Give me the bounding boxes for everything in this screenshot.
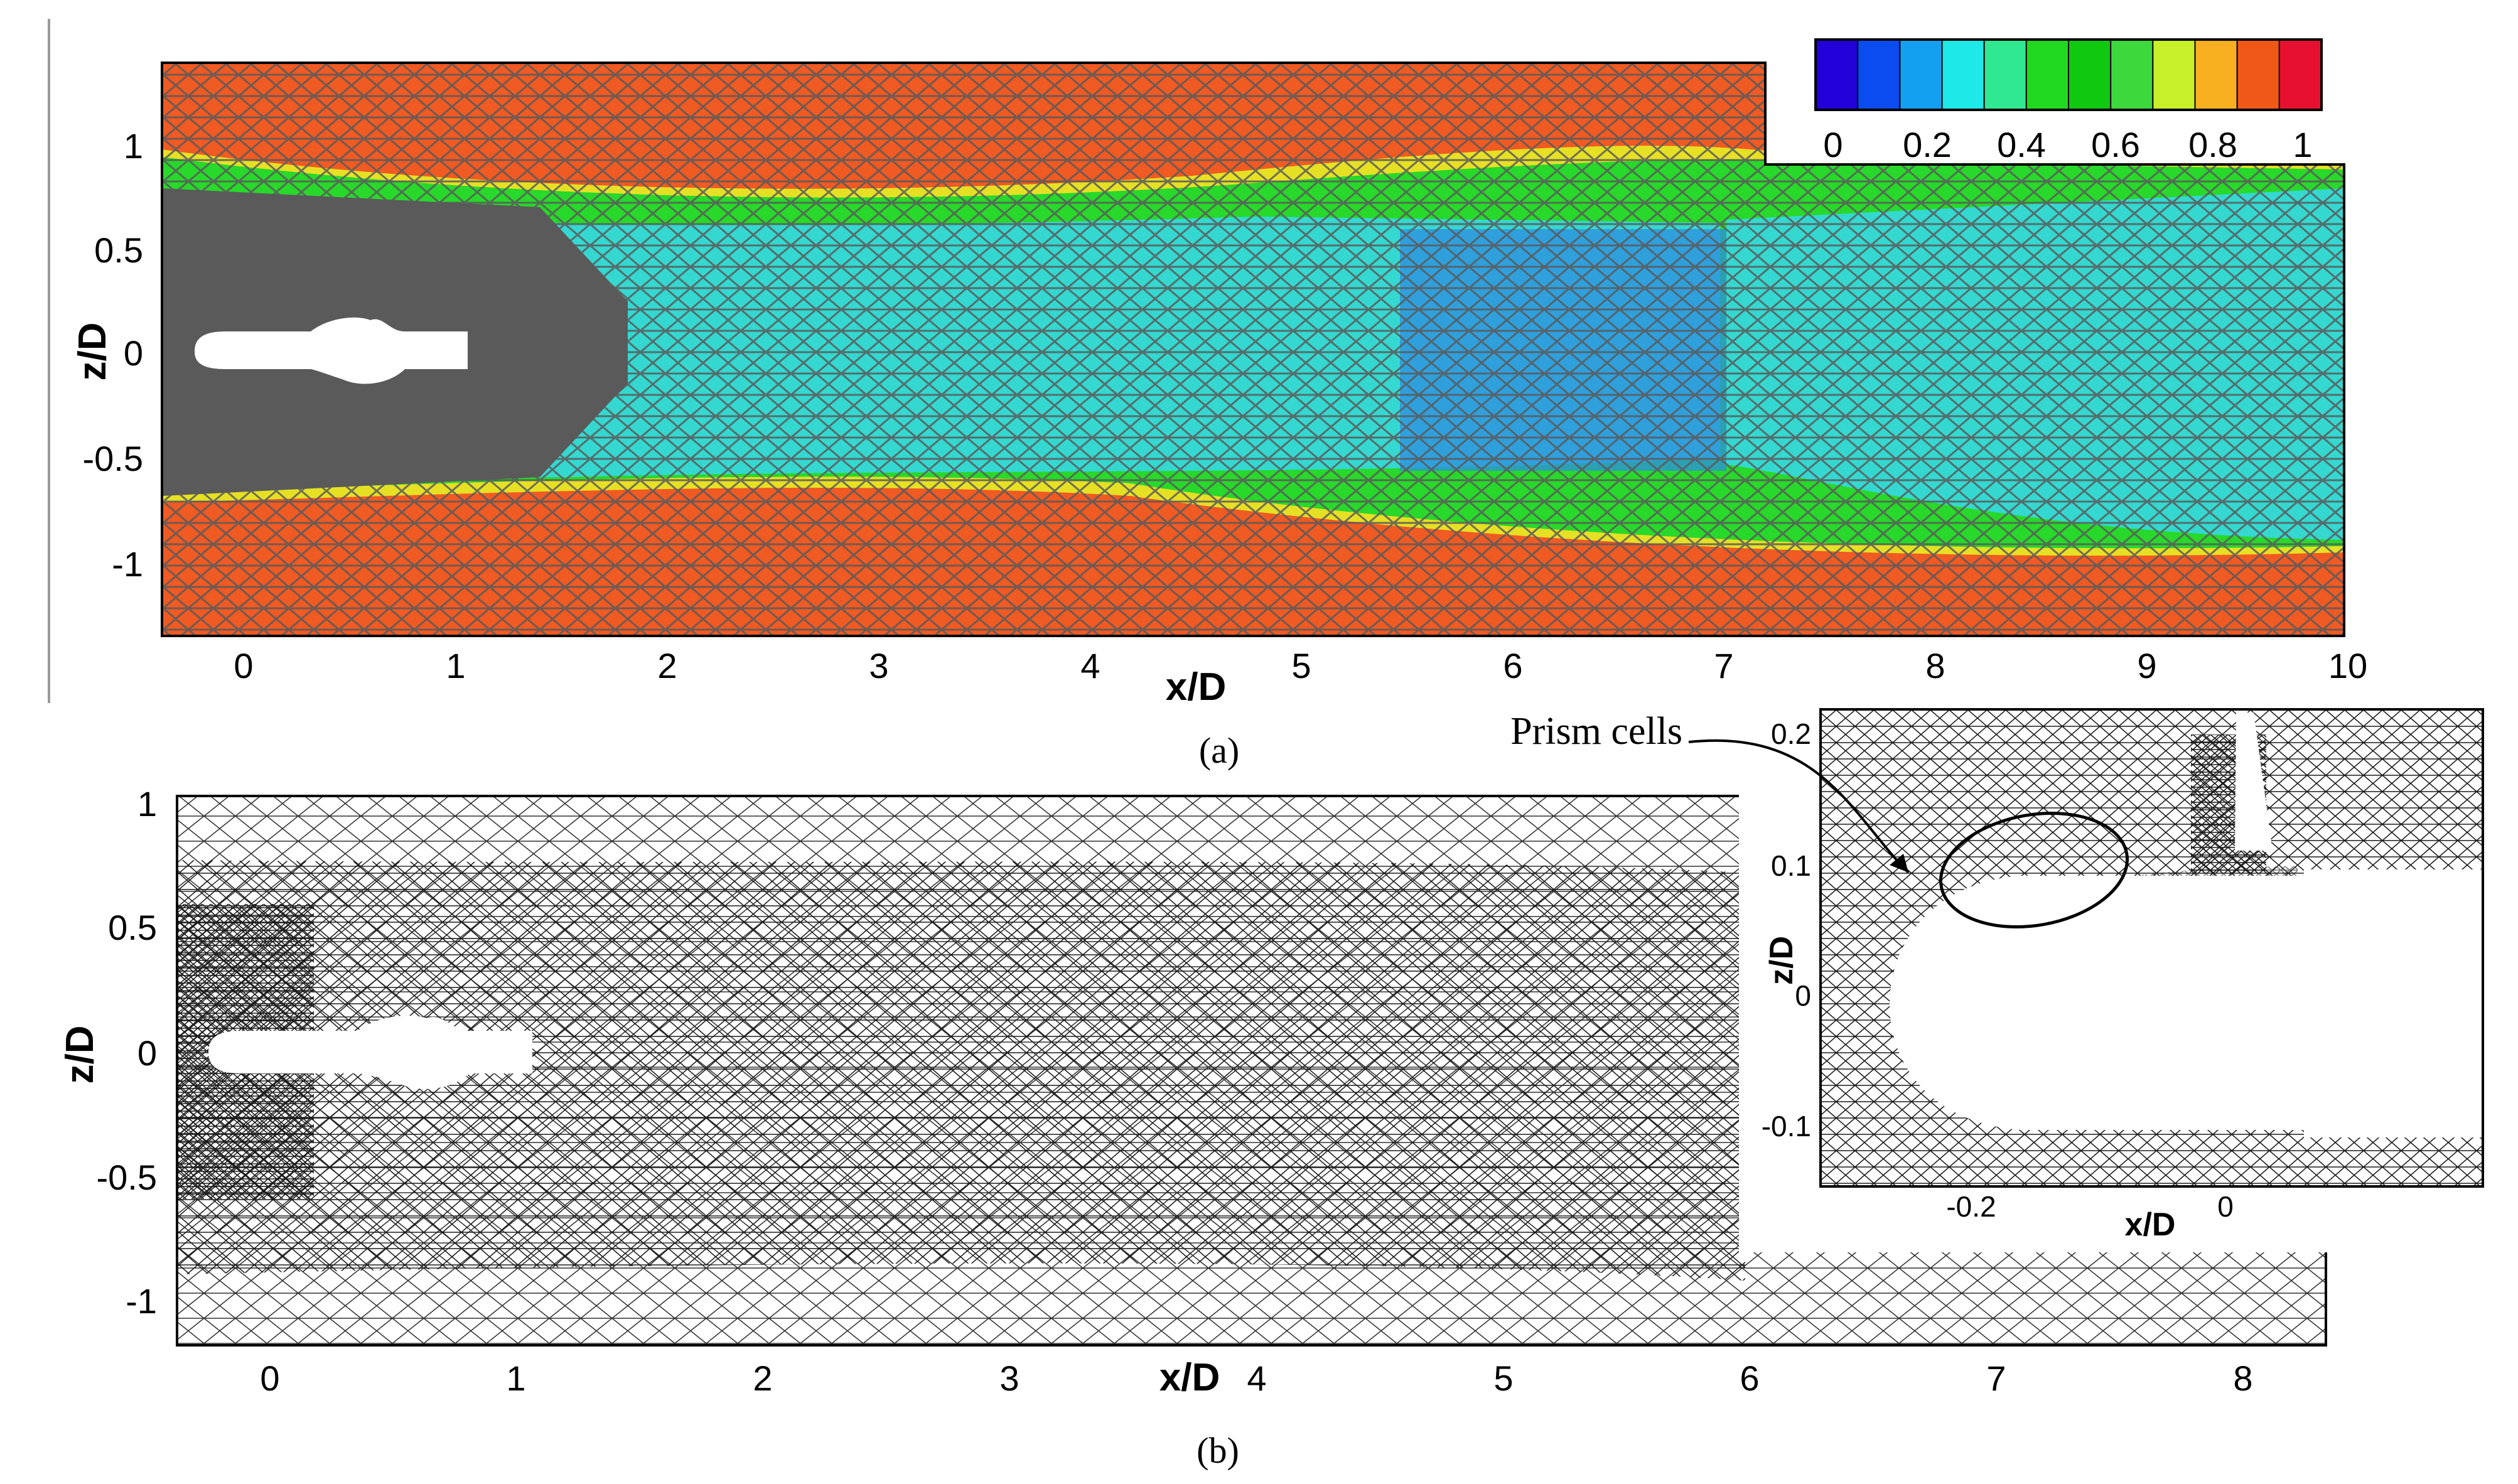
prism-cells-label: Prism cells (1510, 710, 1682, 753)
xtick-a-4: 4 (1080, 646, 1100, 686)
xtick-b-2: 2 (753, 1358, 772, 1398)
panel-b-xlabel: x/D (1159, 1356, 1220, 1399)
inset-zoom: -0.2 0 x/D 0.2 0.1 0 -0.1 z/D Prism cell… (1510, 697, 2518, 1252)
colorbar-swatch (2236, 39, 2280, 110)
prism-cells-callout: Prism cells (1510, 710, 2129, 928)
xtick-a-3: 3 (869, 646, 888, 686)
colorbar-swatch (2194, 39, 2238, 110)
colorbar-tick-2: 0.4 (1997, 125, 2046, 164)
colorbar-swatch (1983, 39, 2027, 110)
colorbar-swatch (1941, 39, 1985, 110)
ytick-b-neg0.5: -0.5 (97, 1158, 158, 1197)
colorbar-swatch (2152, 39, 2196, 110)
mesh-wake (177, 860, 1745, 1281)
ytick-b-neg1: -1 (126, 1281, 157, 1321)
panel-b-xaxis: 0 1 2 3 4 5 6 7 8 x/D (260, 1356, 2252, 1399)
inset-ylabel: z/D (1763, 936, 1800, 985)
xtick-b-7: 7 (1986, 1358, 2006, 1398)
colorbar-tick-0: 0 (1823, 125, 1843, 164)
ytick-a-0.5: 0.5 (94, 230, 143, 270)
panel-a-xlabel: x/D (1166, 665, 1226, 709)
inset-body (1890, 869, 2483, 1137)
inset-fin (2235, 712, 2273, 851)
panel-b-yaxis: 1 0.5 0 -0.5 -1 z/D (58, 784, 157, 1321)
xtick-b-0: 0 (260, 1358, 279, 1398)
inset-mesh-field (1821, 709, 2483, 1186)
xtick-a-2: 2 (657, 646, 677, 686)
prism-cells-arrowhead (1890, 854, 1908, 873)
panel-b-caption: (b) (1197, 1430, 1239, 1471)
inset-xtick-neg0.2: -0.2 (1946, 1190, 1996, 1223)
ytick-a-0: 0 (124, 333, 143, 373)
colorbar-tick-4: 0.8 (2188, 125, 2237, 164)
colorbar-swatch (1857, 39, 1901, 110)
xtick-b-3: 3 (999, 1358, 1019, 1398)
inset-xtick-0: 0 (2217, 1190, 2234, 1223)
inset-ytick-0.2: 0.2 (1771, 718, 1811, 750)
inset-ytick-neg0.1: -0.1 (1762, 1110, 1811, 1143)
panel-a-ylabel: z/D (71, 323, 114, 381)
xtick-a-0: 0 (234, 646, 253, 686)
panel-a-xaxis: 0 1 2 3 4 5 6 7 8 9 10 x/D (234, 646, 2367, 709)
xtick-a-6: 6 (1503, 646, 1522, 686)
body-shape (195, 317, 468, 384)
ytick-a-1: 1 (124, 126, 143, 166)
xtick-a-5: 5 (1291, 646, 1311, 686)
xtick-a-7: 7 (1714, 646, 1733, 686)
ytick-a-neg1: -1 (112, 544, 143, 584)
colorbar-swatch (1899, 39, 1943, 110)
xtick-b-1: 1 (506, 1358, 525, 1398)
colorbar-frame (1814, 38, 2323, 111)
panel-a-frame (161, 62, 2345, 637)
panel-a-caption: (a) (1199, 730, 1239, 771)
xtick-b-5: 5 (1493, 1358, 1513, 1398)
body-shape-b (208, 1015, 532, 1089)
colorbar: 0 0.2 0.4 0.6 0.8 1 (1814, 38, 2323, 164)
xtick-a-10: 10 (2328, 646, 2367, 686)
prism-cells-leader (1688, 739, 1910, 874)
xtick-a-8: 8 (1925, 646, 1945, 686)
xtick-a-1: 1 (446, 646, 465, 686)
inset-ytick-0.1: 0.1 (1771, 849, 1811, 882)
inset-ytick-0: 0 (1795, 979, 1811, 1012)
panel-a-yaxis: 1 0.5 0 -0.5 -1 z/D (71, 126, 143, 584)
colorbar-swatch (2025, 39, 2069, 110)
colorbar-swatch (1815, 39, 1859, 110)
xtick-a-9: 9 (2137, 646, 2156, 686)
inset-yaxis: 0.2 0.1 0 -0.1 z/D (1762, 718, 1811, 1143)
inset-xlabel: x/D (2125, 1207, 2176, 1243)
inset-frame (1819, 708, 2484, 1188)
xtick-b-6: 6 (1740, 1358, 1759, 1398)
colorbar-tick-5: 1 (2293, 125, 2312, 164)
inset-xaxis: -0.2 0 x/D (1946, 1190, 2233, 1243)
ytick-b-1: 1 (137, 784, 157, 824)
ytick-b-0.5: 0.5 (108, 908, 157, 947)
prism-cells-ellipse (1939, 812, 2129, 928)
colorbar-swatch (2278, 39, 2322, 110)
xtick-b-4: 4 (1247, 1358, 1266, 1398)
xtick-b-8: 8 (2233, 1358, 2252, 1398)
colorbar-tick-3: 0.6 (2091, 125, 2140, 164)
panel-a: 0 0.2 0.4 0.6 0.8 1 0 1 2 3 4 5 6 7 8 9 … (48, 19, 2367, 771)
colorbar-tick-1: 0.2 (1903, 125, 1952, 164)
ytick-b-0: 0 (137, 1033, 157, 1073)
colorbar-swatch (2110, 39, 2154, 110)
ytick-a-neg0.5: -0.5 (83, 439, 144, 478)
colorbar-swatch (2068, 39, 2112, 110)
panel-b-ylabel: z/D (58, 1026, 102, 1084)
